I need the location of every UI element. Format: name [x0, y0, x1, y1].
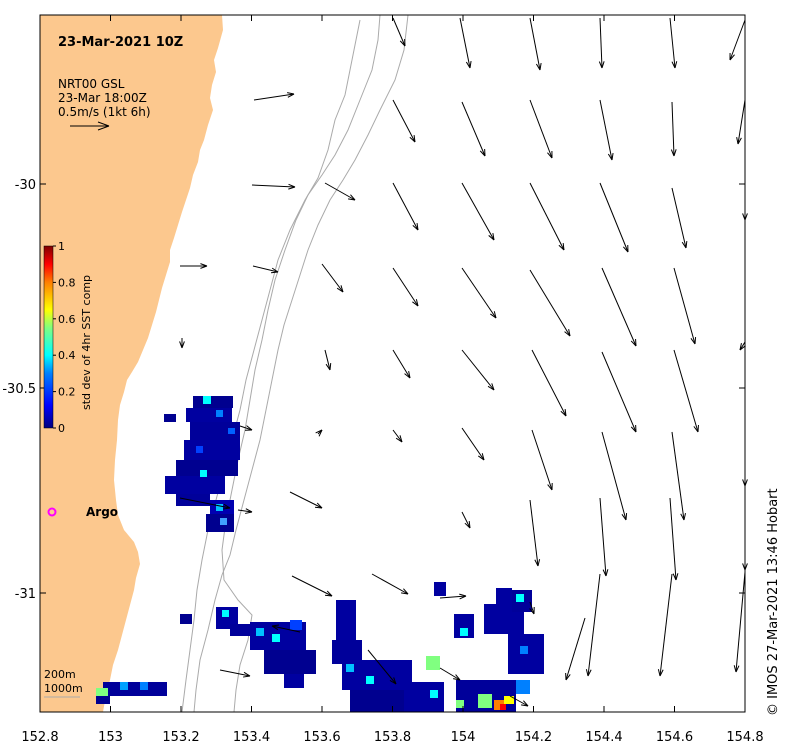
colorbar-tick-label: 0.8 — [58, 276, 76, 289]
current-arrow — [462, 350, 494, 390]
current-arrow — [602, 432, 626, 520]
current-arrow — [660, 574, 672, 676]
current-arrow — [462, 268, 496, 318]
current-arrow — [588, 574, 600, 676]
x-tick-label: 153.4 — [233, 730, 270, 745]
current-arrow — [672, 188, 686, 248]
x-tick-label: 153.2 — [162, 730, 199, 745]
current-arrow — [393, 18, 405, 46]
x-tick-label: 152.8 — [21, 730, 58, 745]
x-tick-label: 154.2 — [515, 730, 552, 745]
colorbar-tick-label: 0.4 — [58, 349, 76, 362]
x-tick-label: 153.8 — [374, 730, 411, 745]
x-axis-labels: 152.8 153 153.2 153.4 153.6 153.8 154 154.2 154.… — [21, 730, 763, 745]
colorbar-tick-label: 0.2 — [58, 386, 76, 399]
x-tick-label: 153.6 — [303, 730, 340, 745]
colorbar-label: std dev of 4hr SST comp — [80, 275, 93, 410]
current-arrow — [290, 492, 322, 508]
current-arrow — [460, 18, 470, 68]
current-arrow — [532, 350, 566, 416]
current-arrow — [393, 183, 418, 230]
colorbar-gradient — [44, 246, 53, 428]
current-arrow — [532, 430, 552, 490]
current-vectors — [180, 18, 748, 706]
current-arrow — [674, 268, 695, 344]
current-arrow — [602, 352, 636, 432]
colorbar-tick-label: 1 — [58, 240, 65, 253]
y-tick-label: -31 — [15, 587, 36, 602]
current-arrow — [462, 428, 484, 460]
current-arrow — [530, 100, 552, 158]
current-arrow — [530, 183, 564, 250]
current-arrow — [530, 500, 538, 566]
current-arrow — [530, 18, 540, 70]
current-arrow — [566, 618, 585, 680]
current-arrow — [462, 183, 494, 240]
current-arrow — [730, 20, 745, 60]
contour-inner — [182, 20, 360, 712]
current-arrow — [600, 183, 628, 252]
colorbar-tick-label: 0 — [58, 422, 65, 435]
current-arrow — [440, 668, 460, 680]
current-arrow — [672, 102, 674, 156]
current-arrow — [393, 268, 418, 306]
current-arrow — [670, 498, 676, 580]
x-tick-label: 154 — [451, 730, 476, 745]
current-arrow — [393, 350, 410, 378]
vector-source: NRT00 GSL — [58, 77, 125, 91]
vector-time: 23-Mar 18:00Z — [58, 91, 147, 105]
contour-200m — [222, 15, 380, 712]
current-arrow — [602, 268, 636, 346]
y-axis-labels: -30 -30.5 -31 — [2, 178, 36, 602]
y-tick-label: -30 — [15, 178, 36, 193]
current-arrow — [530, 270, 570, 336]
x-tick-label: 154.8 — [726, 730, 763, 745]
depth-legend-200: 200m — [44, 668, 76, 681]
sst-pixels — [96, 396, 544, 712]
x-tick-label: 154.4 — [585, 730, 622, 745]
current-arrow — [600, 100, 612, 160]
vector-scale: 0.5m/s (1kt 6h) — [58, 105, 151, 119]
colorbar-tick-label: 0.6 — [58, 313, 76, 326]
current-arrow — [600, 18, 602, 68]
current-arrow — [738, 100, 745, 144]
current-arrow — [462, 102, 485, 156]
current-arrow — [322, 264, 343, 292]
x-tick-label: 154.6 — [656, 730, 693, 745]
current-arrow — [252, 185, 295, 187]
current-arrow — [674, 350, 698, 432]
current-arrow — [600, 498, 606, 576]
current-arrow — [372, 574, 408, 594]
current-arrow — [393, 100, 415, 142]
map-title: 23-Mar-2021 10Z — [58, 35, 183, 50]
current-arrow — [462, 512, 470, 528]
credit-text: © IMOS 27-Mar-2021 13:46 Hobart — [766, 488, 781, 716]
current-arrow — [672, 432, 684, 520]
argo-label: Argo — [86, 505, 118, 519]
current-arrow — [670, 18, 675, 68]
current-arrow — [292, 576, 332, 596]
current-arrow — [325, 183, 355, 200]
y-tick-label: -30.5 — [2, 382, 36, 397]
current-arrow — [736, 572, 745, 672]
depth-legend-1000: 1000m — [44, 682, 83, 695]
x-tick-label: 153 — [98, 730, 123, 745]
